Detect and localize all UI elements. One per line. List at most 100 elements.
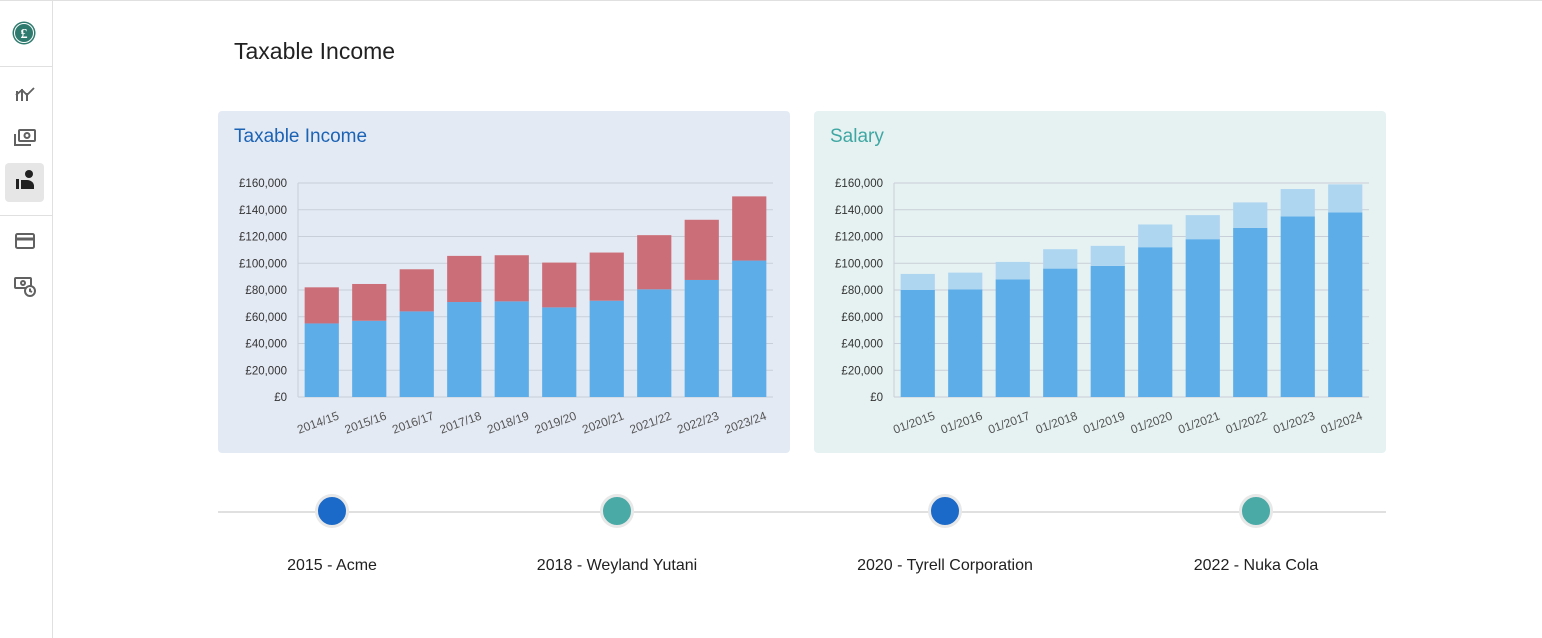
sidebar-item-schedule[interactable] — [5, 269, 44, 308]
bar-segment — [494, 301, 529, 397]
x-tick-label: 01/2022 — [1224, 409, 1270, 437]
y-tick-label: £0 — [274, 392, 287, 404]
bar-segment — [399, 269, 434, 312]
bar-segment — [900, 273, 935, 290]
bar-segment — [447, 302, 482, 397]
y-tick-label: £160,000 — [239, 178, 287, 190]
timeline-dot[interactable] — [600, 494, 634, 528]
bar-segment — [684, 279, 719, 397]
y-tick-label: £20,000 — [245, 365, 287, 377]
x-tick-label: 01/2016 — [939, 409, 985, 437]
timeline-label: 2018 - Weyland Yutani — [536, 557, 698, 574]
bar-segment — [637, 289, 672, 397]
x-tick-label: 2016/17 — [390, 409, 436, 437]
bar-segment — [1043, 268, 1078, 397]
salary-card: Salary £0 £20,000 £40,000 £60,000 £80,000 £10… — [814, 111, 1386, 453]
sidebar-divider — [0, 215, 52, 216]
bar-segment — [494, 255, 529, 302]
bar-segment — [1138, 224, 1173, 248]
person-income-icon — [13, 168, 37, 197]
bar-segment — [948, 289, 983, 397]
bar-segment — [1185, 215, 1220, 240]
x-tick-label: 01/2019 — [1081, 409, 1127, 437]
bar-segment — [1043, 249, 1078, 269]
x-tick-label: 2015/16 — [343, 409, 389, 437]
y-tick-label: £140,000 — [835, 205, 883, 217]
bar-segment — [589, 252, 624, 301]
timeline-dot[interactable] — [928, 494, 962, 528]
bar-segment — [1328, 212, 1363, 397]
sidebar-item-taxable-income[interactable] — [5, 163, 44, 202]
x-tick-label: 2023/24 — [723, 409, 769, 437]
y-tick-label: £140,000 — [239, 205, 287, 217]
bar-segment — [1280, 216, 1315, 397]
bar-segment — [304, 287, 339, 324]
y-tick-label: £120,000 — [835, 232, 883, 244]
y-tick-label: £40,000 — [841, 339, 883, 351]
x-tick-label: 01/2015 — [891, 409, 937, 437]
y-tick-label: £80,000 — [245, 285, 287, 297]
credit-card-icon — [13, 229, 37, 258]
x-tick-label: 01/2024 — [1319, 409, 1365, 437]
bar-segment — [399, 311, 434, 397]
y-tick-label: £40,000 — [245, 339, 287, 351]
x-tick-label: 2019/20 — [533, 409, 579, 437]
y-tick-label: £20,000 — [841, 365, 883, 377]
payment-schedule-icon — [13, 274, 37, 303]
x-tick-label: 01/2017 — [986, 409, 1032, 437]
logo-symbol: £ — [21, 27, 28, 42]
page-title: Taxable Income — [234, 38, 396, 64]
sidebar-divider — [0, 66, 52, 67]
bar-segment — [1185, 239, 1220, 397]
bar-segment — [1138, 247, 1173, 397]
timeline-dot[interactable] — [315, 494, 349, 528]
bar-segment — [352, 283, 387, 321]
x-tick-label: 2022/23 — [675, 409, 721, 437]
sidebar-item-trends[interactable] — [5, 76, 44, 115]
timeline-dot[interactable] — [1239, 494, 1273, 528]
bar-segment — [995, 279, 1030, 397]
pound-logo-icon[interactable]: £ — [12, 21, 36, 45]
bar-segment — [1233, 202, 1268, 228]
bar-segment — [352, 320, 387, 397]
y-tick-label: £160,000 — [835, 178, 883, 190]
timeline-label: 2022 - Nuka Cola — [1193, 557, 1319, 574]
bar-segment — [684, 219, 719, 280]
timeline-line — [218, 511, 1386, 513]
card-title: Taxable Income — [234, 126, 368, 147]
bar-segment — [637, 235, 672, 290]
bar-segment — [900, 290, 935, 397]
sidebar: £ — [0, 1, 53, 638]
y-tick-label: £80,000 — [841, 285, 883, 297]
salary-chart: £0 £20,000 £40,000 £60,000 £80,000 £100,000 £1… — [835, 178, 1369, 437]
bar-segment — [447, 255, 482, 303]
card-title: Salary — [830, 126, 884, 147]
bar-segment — [542, 307, 577, 397]
timeline-label: 2015 - Acme — [287, 557, 377, 574]
payments-icon — [13, 125, 37, 154]
x-tick-label: 2017/18 — [438, 409, 484, 437]
top-border — [0, 0, 1542, 1]
bar-segment — [542, 262, 577, 308]
sidebar-item-payments[interactable] — [5, 120, 44, 159]
bar-segment — [1328, 184, 1363, 213]
y-tick-label: £60,000 — [841, 312, 883, 324]
x-tick-label: 2021/22 — [628, 409, 674, 437]
trending-chart-icon — [13, 81, 37, 110]
bar-segment — [1090, 245, 1125, 266]
timeline-label: 2020 - Tyrell Corporation — [857, 557, 1033, 574]
bar-segment — [948, 272, 983, 290]
x-tick-label: 01/2023 — [1271, 409, 1317, 437]
bar-segment — [732, 196, 767, 261]
sidebar-item-cards[interactable] — [5, 224, 44, 263]
bar-segment — [1233, 227, 1268, 397]
y-tick-label: £120,000 — [239, 232, 287, 244]
y-tick-label: £60,000 — [245, 312, 287, 324]
x-tick-label: 01/2020 — [1129, 409, 1175, 437]
x-tick-label: 2018/19 — [485, 409, 531, 437]
x-tick-label: 2014/15 — [295, 409, 341, 437]
x-tick-label: 2020/21 — [580, 409, 626, 437]
bar-segment — [304, 323, 339, 397]
x-tick-label: 01/2018 — [1034, 409, 1080, 437]
bar-segment — [1090, 265, 1125, 397]
